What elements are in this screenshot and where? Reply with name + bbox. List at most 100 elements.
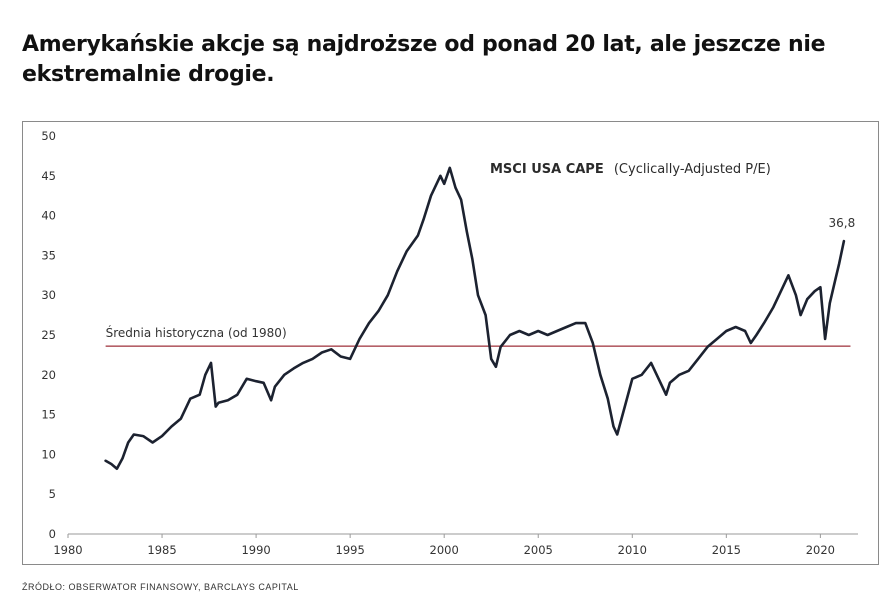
data-point — [518, 330, 521, 332]
data-point — [377, 310, 380, 312]
data-point — [189, 397, 192, 400]
data-point — [565, 326, 568, 328]
data-point — [669, 381, 671, 384]
data-point — [132, 433, 135, 436]
y-tick-label: 20 — [41, 368, 56, 382]
data-point — [612, 425, 615, 428]
y-tick-label: 50 — [41, 129, 56, 143]
data-point — [665, 393, 667, 396]
data-point — [321, 351, 323, 354]
chart-svg: 0 5 10 15 20 25 30 35 40 45 50 1980 1985 1990 1995 200… — [41, 129, 858, 557]
data-point — [151, 441, 154, 444]
data-point — [499, 346, 502, 348]
chart-subtitle: (Cyclically-Adjusted P/E) — [614, 162, 771, 177]
data-point — [245, 377, 248, 380]
y-tick-label: 30 — [41, 288, 56, 302]
historical-average-label: Średnia historyczna (od 1980) — [106, 325, 287, 340]
y-tick-label: 0 — [49, 527, 56, 541]
data-point — [358, 338, 361, 340]
chart-title-main: MSCI USA CAPE — [490, 162, 604, 177]
data-point — [556, 330, 558, 332]
data-point — [302, 362, 304, 364]
data-point — [460, 198, 462, 201]
data-point — [787, 274, 790, 277]
data-point — [439, 174, 442, 177]
data-point — [283, 373, 286, 376]
data-point — [339, 355, 342, 358]
x-tick-label: 1995 — [336, 543, 365, 557]
x-tick-label: 1985 — [147, 543, 176, 557]
data-point — [824, 338, 826, 340]
data-point — [631, 377, 634, 380]
data-point — [838, 262, 841, 265]
data-point — [819, 286, 822, 289]
x-tick-label: 1990 — [241, 543, 270, 557]
data-point — [606, 397, 609, 400]
headline: Amerykańskie akcje są najdroższe od pona… — [22, 32, 826, 87]
data-point — [142, 435, 145, 437]
data-point — [599, 373, 602, 376]
data-point — [716, 338, 718, 340]
data-point — [110, 463, 113, 465]
data-point — [386, 294, 389, 297]
data-point — [697, 358, 699, 360]
data-point — [734, 326, 737, 328]
data-point — [116, 467, 118, 470]
y-tick-label: 10 — [41, 447, 56, 461]
y-tick-label: 40 — [41, 209, 56, 223]
data-point — [180, 417, 182, 420]
data-point — [575, 322, 577, 324]
data-point — [330, 348, 333, 351]
x-tick-label: 2010 — [618, 543, 647, 557]
data-point — [471, 258, 474, 261]
data-point — [813, 290, 816, 293]
data-point — [781, 286, 784, 289]
data-point — [170, 425, 173, 428]
data-point — [368, 322, 370, 324]
data-point — [127, 441, 130, 444]
data-point — [417, 234, 419, 237]
data-point — [795, 294, 797, 297]
data-point — [744, 330, 746, 332]
data-point — [640, 373, 643, 376]
data-point — [755, 334, 758, 336]
data-point — [659, 381, 662, 384]
data-point — [495, 365, 497, 368]
y-tick-label: 25 — [41, 328, 56, 342]
data-point — [616, 433, 619, 436]
data-point — [227, 399, 229, 402]
data-point — [843, 240, 845, 242]
data-point — [454, 186, 457, 189]
source-note: Źródło: Obserwator Finansowy, Barclays C… — [22, 582, 299, 592]
data-point — [214, 405, 217, 408]
data-point — [443, 182, 446, 185]
series-line — [104, 166, 846, 470]
annotations: 36,8 — [829, 216, 856, 230]
data-point — [477, 294, 479, 297]
data-point — [405, 250, 408, 253]
y-tick-label: 45 — [41, 169, 56, 183]
chart-frame: 0 5 10 15 20 25 30 35 40 45 50 1980 1985 1990 1995 200… — [22, 121, 879, 565]
data-point — [236, 393, 239, 396]
data-point — [537, 330, 540, 332]
data-point — [217, 401, 220, 404]
y-tick-label: 15 — [41, 408, 56, 422]
data-point — [799, 314, 802, 316]
x-tick-label: 2015 — [712, 543, 741, 557]
data-point — [763, 322, 765, 324]
data-point — [349, 358, 351, 360]
data-point — [834, 278, 837, 281]
data-point — [490, 358, 493, 360]
data-point — [274, 385, 276, 388]
y-axis-ticks: 0 5 10 15 20 25 30 35 40 45 50 — [41, 129, 56, 541]
x-axis-ticks: 1980 1985 1990 1995 2000 2005 2010 2015 2020 — [53, 534, 835, 557]
data-point — [292, 367, 295, 370]
data-point — [210, 362, 212, 364]
y-tick-label: 5 — [49, 487, 56, 501]
data-point — [546, 334, 549, 336]
data-point — [650, 362, 652, 364]
data-point — [262, 381, 265, 384]
data-point — [584, 322, 587, 324]
data-point — [465, 230, 468, 233]
data-point — [687, 369, 690, 372]
